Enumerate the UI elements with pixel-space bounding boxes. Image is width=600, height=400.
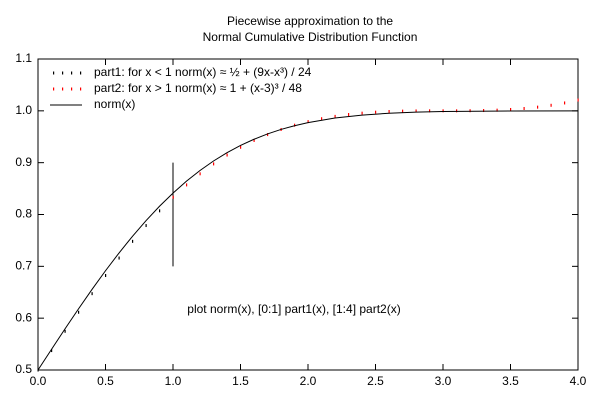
chart-title: Normal Cumulative Distribution Function bbox=[203, 30, 418, 44]
data-point bbox=[213, 162, 215, 166]
legend-label: part1: for x < 1 norm(x) ≈ ½ + (9x-x³) /… bbox=[94, 65, 312, 79]
data-point bbox=[429, 109, 431, 113]
y-tick-label: 0.6 bbox=[15, 310, 32, 324]
data-point bbox=[415, 109, 417, 113]
legend-swatch bbox=[53, 71, 55, 75]
data-point bbox=[361, 111, 363, 115]
data-point bbox=[483, 109, 485, 113]
x-tick-label: 2.0 bbox=[300, 374, 317, 388]
legend-swatch bbox=[62, 87, 64, 91]
data-point bbox=[496, 108, 498, 112]
y-tick-label: 0.8 bbox=[15, 207, 32, 221]
data-point bbox=[402, 109, 404, 113]
data-point bbox=[510, 107, 512, 111]
x-tick-label: 3.0 bbox=[435, 374, 452, 388]
data-point bbox=[267, 133, 269, 137]
data-point bbox=[78, 310, 80, 314]
data-point bbox=[321, 117, 323, 121]
data-point bbox=[91, 292, 93, 296]
legend-label: part2: for x > 1 norm(x) ≈ 1 + (x-3)³ / … bbox=[94, 81, 302, 95]
x-tick-label: 1.0 bbox=[165, 374, 182, 388]
legend-label: norm(x) bbox=[94, 97, 135, 111]
chart-title: Piecewise approximation to the bbox=[227, 14, 393, 28]
data-point bbox=[159, 209, 161, 213]
x-tick-label: 0.0 bbox=[30, 374, 47, 388]
legend-swatch bbox=[80, 87, 82, 91]
data-point bbox=[550, 103, 552, 107]
data-point bbox=[199, 172, 201, 176]
y-tick-label: 0.9 bbox=[15, 155, 32, 169]
data-point bbox=[375, 110, 377, 114]
data-point bbox=[564, 101, 566, 105]
legend-swatch bbox=[71, 71, 73, 75]
data-point bbox=[118, 256, 120, 260]
legend-swatch bbox=[80, 71, 82, 75]
x-tick-label: 2.5 bbox=[367, 374, 384, 388]
data-point bbox=[577, 98, 579, 102]
data-point bbox=[240, 145, 242, 149]
data-point bbox=[307, 120, 309, 124]
data-point bbox=[442, 109, 444, 113]
x-tick-label: 0.5 bbox=[97, 374, 114, 388]
data-point bbox=[334, 114, 336, 118]
data-point bbox=[388, 110, 390, 114]
data-point bbox=[186, 183, 188, 187]
x-tick-label: 3.5 bbox=[502, 374, 519, 388]
legend-swatch bbox=[53, 87, 55, 91]
data-point bbox=[64, 329, 66, 333]
legend-swatch bbox=[62, 71, 64, 75]
data-point bbox=[51, 349, 53, 353]
data-point bbox=[348, 113, 350, 117]
data-point bbox=[537, 105, 539, 109]
y-tick-label: 0.5 bbox=[15, 362, 32, 376]
data-point bbox=[469, 109, 471, 113]
annotation: plot norm(x), [0:1] part1(x), [1:4] part… bbox=[187, 302, 400, 316]
data-point bbox=[226, 153, 228, 157]
data-point bbox=[253, 138, 255, 142]
data-point bbox=[105, 274, 107, 278]
data-point bbox=[523, 107, 525, 111]
y-tick-label: 0.7 bbox=[15, 259, 32, 273]
x-tick-label: 4.0 bbox=[570, 374, 587, 388]
x-tick-label: 1.5 bbox=[232, 374, 249, 388]
line-series bbox=[37, 110, 579, 371]
data-point bbox=[456, 109, 458, 113]
y-tick-label: 1.1 bbox=[15, 51, 32, 65]
y-tick-label: 1.0 bbox=[15, 103, 32, 117]
data-point bbox=[132, 239, 134, 243]
data-point bbox=[145, 224, 147, 228]
legend-swatch bbox=[71, 87, 73, 91]
data-point bbox=[172, 195, 174, 199]
